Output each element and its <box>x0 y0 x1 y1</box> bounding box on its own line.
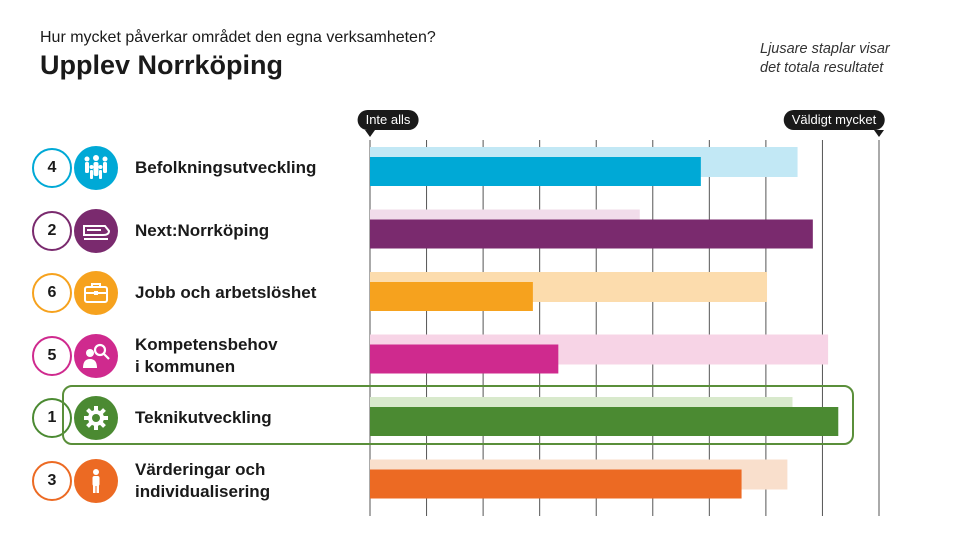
person-search-icon <box>74 333 118 378</box>
bar-value <box>370 157 701 186</box>
legend-note-text: Ljusare staplar visar det totala resulta… <box>760 41 890 76</box>
bar-value <box>370 344 559 374</box>
rank-badge: 4 <box>32 148 72 188</box>
category-label: Värderingar och individualisering <box>135 459 271 501</box>
person-icon <box>74 458 118 503</box>
question-text: Hur mycket påverkar området den egna ver… <box>40 29 436 46</box>
rank-badge: 3 <box>32 460 72 501</box>
rank-badge: 5 <box>32 335 72 376</box>
highlight-frame <box>62 385 854 445</box>
bar-value <box>370 407 839 436</box>
legend-note: Ljusare staplar visar det totala resulta… <box>760 40 950 78</box>
category-label: Next:Norrköping <box>135 220 270 240</box>
briefcase-icon <box>74 271 118 315</box>
scale-max-label: Väldigt mycket <box>783 110 885 130</box>
rank-badge: 1 <box>32 398 72 438</box>
train-icon <box>74 208 118 253</box>
page-title: Upplev Norrköping <box>40 50 284 80</box>
category-label: Kompetensbehov i kommunen <box>135 334 278 376</box>
category-label: Befolkningsutveckling <box>135 158 317 177</box>
scale-min-label: Inte alls <box>357 110 419 130</box>
category-label: Jobb och arbetslöshet <box>135 283 317 302</box>
rank-badge: 2 <box>32 210 72 251</box>
bar-value <box>370 219 813 249</box>
category-label: Teknikutveckling <box>135 408 272 427</box>
rank-badge: 6 <box>32 273 72 313</box>
scale-max-arrow <box>874 130 884 137</box>
bar-value <box>370 282 533 311</box>
gear-icon <box>74 396 118 440</box>
scale-min-arrow <box>365 130 375 137</box>
people-icon <box>74 146 118 190</box>
bar-value <box>370 469 742 499</box>
